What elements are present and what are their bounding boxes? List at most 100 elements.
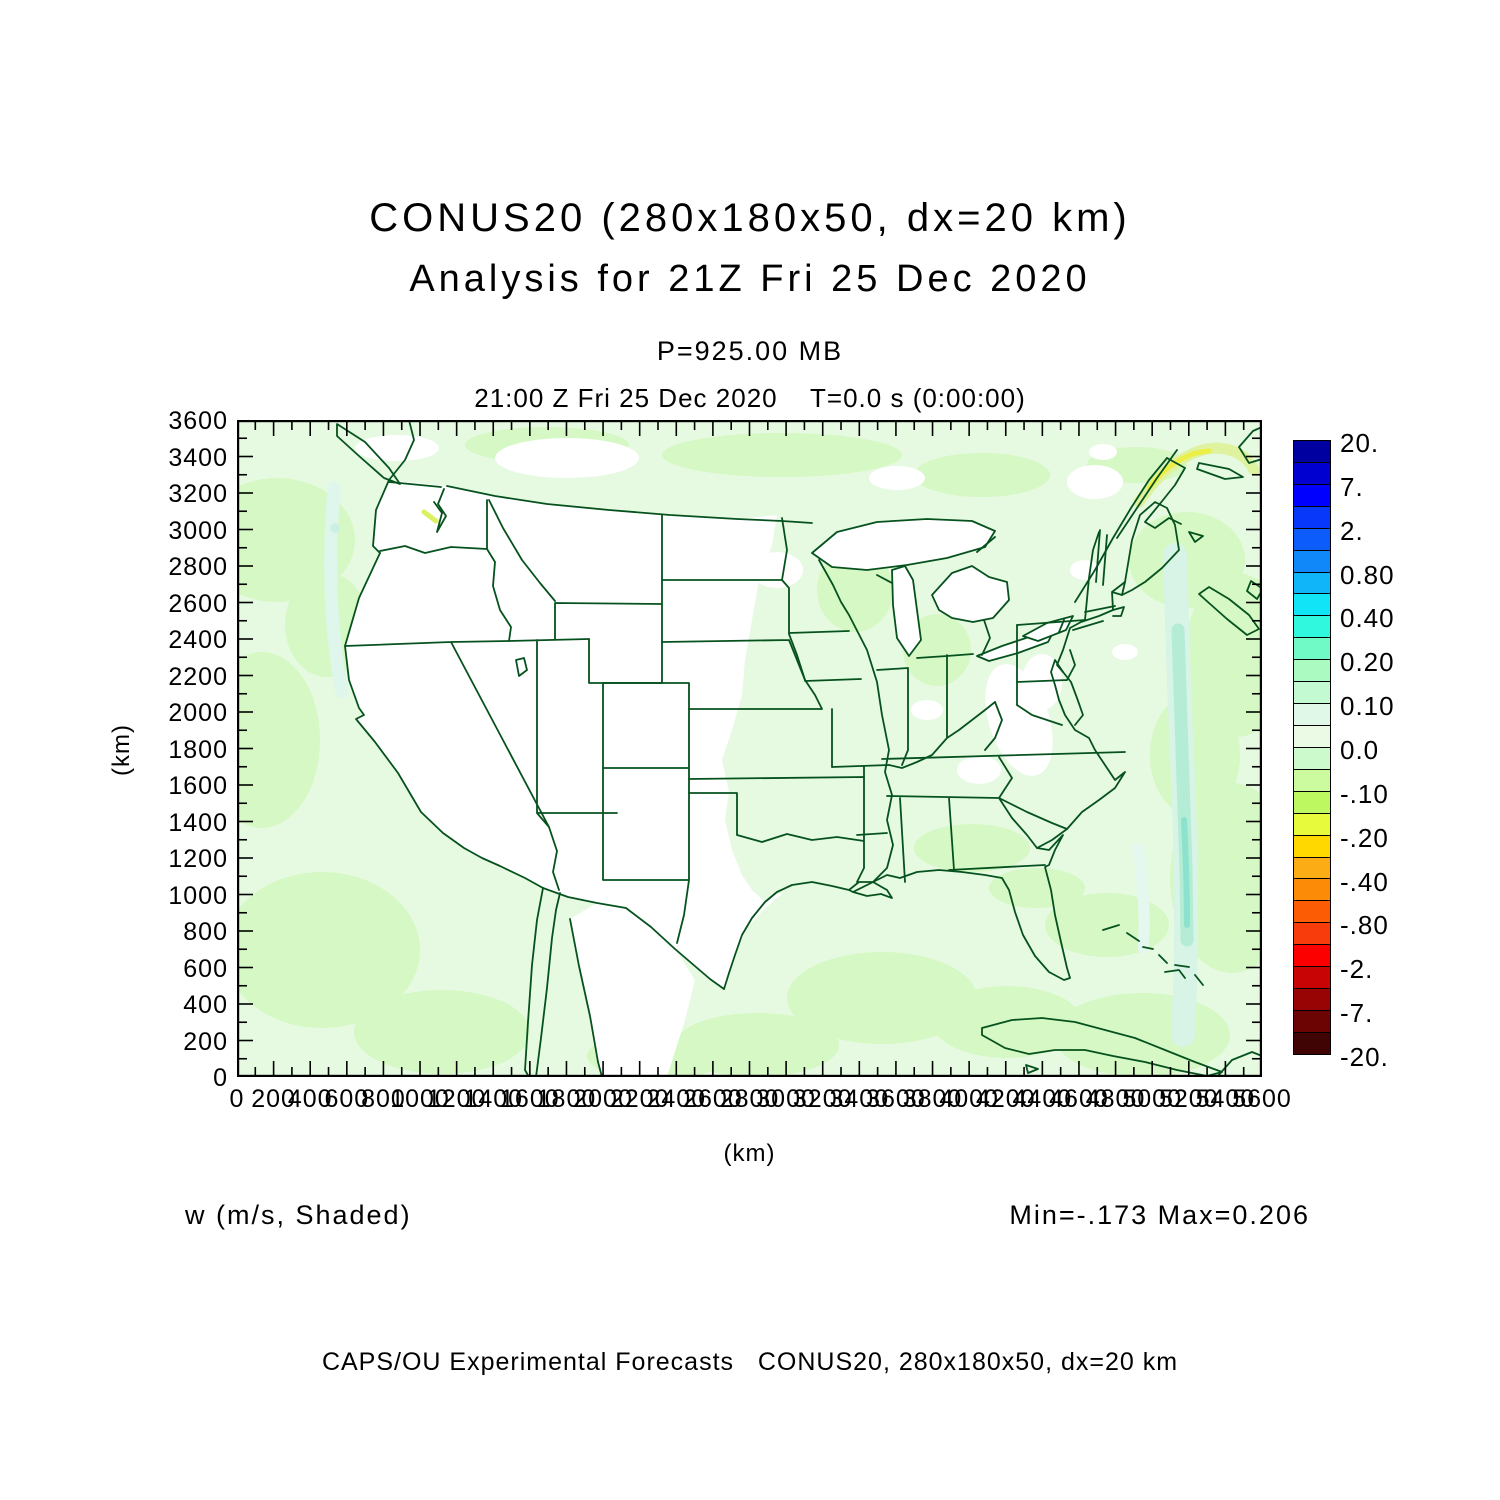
x-tick-label: 5600: [1232, 1085, 1292, 1113]
y-tick-label: 2000: [168, 699, 228, 727]
colorbar-cell: [1293, 681, 1331, 705]
colorbar-cell: [1293, 659, 1331, 683]
x-tick-label: 5400: [1195, 1085, 1256, 1113]
colorbar-cell: [1293, 1031, 1331, 1055]
colorbar-cell: [1293, 549, 1331, 573]
y-tick-label: 2800: [168, 553, 228, 581]
x-tick-label: 1400: [463, 1085, 524, 1113]
y-tick-label: 3000: [168, 516, 228, 545]
x-tick-label: 1800: [536, 1085, 597, 1113]
colorbar-label: 0.80: [1340, 559, 1395, 590]
colorbar-label: 0.40: [1340, 603, 1395, 634]
colorbar-cell: [1293, 1009, 1331, 1033]
x-tick-label: 5200: [1158, 1085, 1219, 1113]
y-tick-label: 600: [183, 954, 228, 983]
colorbar-label: 2.: [1340, 515, 1364, 546]
colorbar-cell: [1293, 703, 1331, 726]
colorbar-label: 0.0: [1340, 735, 1380, 765]
x-tick-label: 4600: [1049, 1085, 1109, 1113]
colorbar-label: 7.: [1340, 471, 1364, 502]
x-tick-label: 1600: [500, 1085, 560, 1113]
colorbar-cell: [1293, 724, 1331, 748]
x-tick-label: 400: [287, 1085, 333, 1113]
x-tick-label: 4200: [975, 1085, 1036, 1113]
x-tick-label: 2800: [719, 1085, 780, 1113]
y-axis-title: (km): [107, 724, 135, 776]
colorbar-label: -.10: [1340, 778, 1389, 809]
x-tick-label: 2200: [609, 1085, 670, 1113]
x-tick-label: 2400: [646, 1085, 707, 1113]
map-plot-area: [237, 420, 1262, 1077]
colorbar-label: 20.: [1340, 428, 1380, 458]
x-tick-label: 800: [361, 1085, 406, 1113]
colorbar-cell: [1293, 593, 1331, 617]
footer-credit: CAPS/OU Experimental Forecasts CONUS20, …: [321, 1348, 1179, 1376]
y-tick-label: 800: [183, 918, 228, 946]
y-tick-label: 3200: [168, 480, 228, 508]
colorbar-cell: [1293, 440, 1331, 463]
minmax-annotation: Min=-.173 Max=0.206: [1009, 1200, 1310, 1230]
colorbar-cell: [1293, 483, 1331, 507]
y-tick-label: 3400: [168, 443, 228, 472]
x-tick-label: 3000: [756, 1085, 816, 1113]
colorbar-cell: [1293, 505, 1331, 529]
conus-map: [237, 420, 1262, 1077]
colorbar-cell: [1293, 768, 1331, 792]
x-tick-label: 4800: [1085, 1085, 1146, 1113]
axis-tick-marks: [237, 420, 1262, 1077]
y-tick-label: 400: [183, 991, 228, 1019]
colorbar-label: -.20: [1340, 822, 1389, 853]
y-tick-label: 1800: [168, 735, 228, 764]
x-tick-label: 2000: [573, 1085, 633, 1113]
state-borders: [344, 499, 1126, 944]
x-tick-label: 200: [251, 1085, 296, 1113]
y-tick-label: 0: [213, 1064, 228, 1092]
x-tick-label: 1000: [390, 1085, 450, 1113]
colorbar-label: -2.: [1340, 954, 1374, 985]
colorbar-cell: [1293, 461, 1331, 485]
x-tick-label: 600: [324, 1085, 370, 1113]
x-axis-title: (km): [723, 1140, 776, 1167]
colorbar: [1293, 440, 1331, 1055]
y-tick-label: 200: [183, 1027, 228, 1056]
main-title: CONUS20 (280x180x50, dx=20 km): [369, 196, 1131, 240]
y-tick-label: 1000: [168, 881, 228, 910]
x-tick-label: 2600: [683, 1085, 743, 1113]
colorbar-cell: [1293, 878, 1331, 902]
colorbar-cell: [1293, 834, 1331, 858]
colorbar-cell: [1293, 856, 1331, 880]
y-tick-label: 1200: [168, 845, 228, 873]
y-tick-label: 1400: [168, 808, 228, 837]
y-tick-label: 2200: [168, 662, 228, 691]
x-tick-label: 3200: [792, 1085, 853, 1113]
colorbar-label: -.80: [1340, 910, 1389, 941]
colorbar-cell: [1293, 944, 1331, 968]
colorbar-cell: [1293, 615, 1331, 639]
plot-border: [237, 420, 1262, 1077]
colorbar-cell: [1293, 790, 1331, 814]
colorbar-cell: [1293, 966, 1331, 990]
colorbar-cell: [1293, 988, 1331, 1011]
x-tick-label: 3600: [866, 1085, 926, 1113]
x-tick-label: 5000: [1122, 1085, 1182, 1113]
colorbar-cell: [1293, 637, 1331, 661]
colorbar-label: 0.20: [1340, 647, 1395, 678]
x-tick-label: 1200: [426, 1085, 487, 1113]
subtitle: Analysis for 21Z Fri 25 Dec 2020: [409, 258, 1091, 300]
valid-time-label: 21:00 Z Fri 25 Dec 2020 T=0.0 s (0:00:00…: [474, 383, 1026, 413]
x-tick-label: 4400: [1012, 1085, 1073, 1113]
colorbar-cell: [1293, 571, 1331, 595]
y-tick-label: 2600: [168, 589, 228, 618]
colorbar-cell: [1293, 812, 1331, 836]
x-tick-label: 3400: [829, 1085, 890, 1113]
colorbar-cell: [1293, 527, 1331, 551]
great-lakes: [811, 518, 1074, 662]
field-annotation: w (m/s, Shaded): [185, 1200, 412, 1230]
y-tick-label: 1600: [168, 772, 228, 800]
x-tick-label: 3800: [902, 1085, 963, 1113]
y-tick-label: 3600: [168, 407, 228, 435]
x-tick-label: 0: [229, 1085, 245, 1113]
x-tick-label: 4000: [939, 1085, 999, 1113]
colorbar-cell: [1293, 922, 1331, 946]
